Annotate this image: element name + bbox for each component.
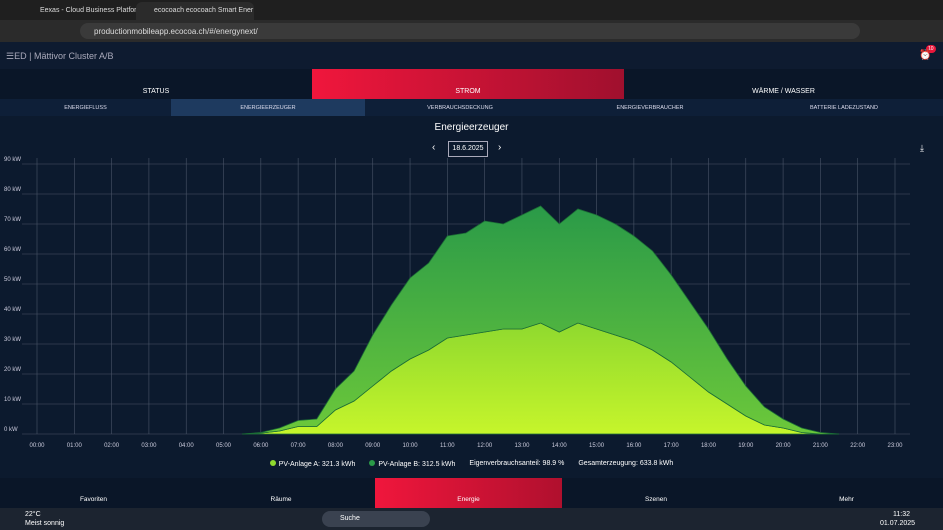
subnav-item[interactable]: ENERGIEFLUSS (0, 99, 171, 116)
search[interactable]: Suche (322, 511, 430, 527)
legend-swatch (369, 460, 376, 466)
x-tick-label: 07:00 (291, 443, 307, 449)
subnav-item[interactable]: VERBRAUCHSDECKUNG (365, 99, 555, 116)
bottom-nav-item[interactable]: Mehr (750, 478, 943, 508)
x-tick-label: 18:00 (701, 443, 717, 449)
y-tick-label: 30 kW (4, 337, 21, 343)
x-tick-label: 12:00 (477, 443, 493, 449)
nav-item[interactable]: WÄRME / WASSER (624, 69, 943, 99)
legend-item: PV-Anlage B: 312.5 kWh (369, 460, 455, 468)
legend-text: PV-Anlage A: 321.3 kWh (278, 461, 356, 468)
x-tick-label: 04:00 (179, 443, 195, 449)
x-tick-label: 11:00 (440, 443, 455, 449)
bottom-nav-item[interactable]: Favoriten (0, 478, 187, 508)
x-tick-label: 06:00 (253, 443, 269, 449)
tab[interactable]: Eexas - Cloud Business Platform (40, 7, 140, 14)
y-tick-label: 70 kW (4, 217, 21, 223)
x-tick-label: 15:00 (589, 443, 605, 449)
label: WÄRME / WASSER (752, 88, 815, 95)
y-tick-label: 20 kW (4, 367, 21, 373)
y-tick-label: 40 kW (4, 307, 21, 313)
x-tick-label: 00:00 (29, 443, 45, 449)
subnav-item[interactable]: ENERGIEVERBRAUCHER (555, 99, 745, 116)
y-tick-label: 0 kW (4, 427, 18, 433)
x-tick-label: 01:00 (67, 443, 83, 449)
y-tick-label: 80 kW (4, 187, 21, 193)
x-tick-label: 19:00 (738, 443, 754, 449)
alarm-icon[interactable]: ⏰ (919, 50, 932, 61)
label: STATUS (142, 88, 170, 95)
legend-text: PV-Anlage B: 312.5 kWh (378, 461, 456, 468)
x-tick-label: 23:00 (887, 443, 903, 449)
subnav-item[interactable]: BATTERIE LADEZUSTAND (745, 99, 943, 116)
x-tick-label: 09:00 (365, 443, 381, 449)
legend: PV-Anlage A: 321.3 kWh PV-Anlage B: 312.5… (0, 460, 943, 468)
label: STROM (455, 88, 481, 95)
chart: 0 kW 10 kW 20 kW 30 kW 40 kW 50 kW 60 kW 70 kW 8… (4, 157, 910, 449)
x-tick-label: 16:00 (626, 443, 642, 449)
x-tick-label: 21:00 (813, 443, 829, 449)
legend-text: Eigenverbrauchsanteil: 98.9 % (469, 460, 565, 467)
temp: 22°C (25, 511, 41, 518)
x-tick-label: 17:00 (664, 443, 680, 449)
legend-swatch (269, 460, 276, 466)
bottom-nav-active[interactable]: Energie (375, 478, 562, 508)
tab[interactable]: ecocoach ecocoach Smart Ener (136, 2, 254, 20)
next[interactable]: › (498, 142, 502, 153)
taskbar: 22°C Meist sonnig Suche 11:32 01.07.2025 (0, 508, 943, 530)
badge: 10 (926, 45, 936, 53)
x-tick-label: 13:00 (514, 443, 530, 449)
nav-item-active[interactable]: STROM (312, 69, 624, 99)
x-tick-label: 08:00 (328, 443, 344, 449)
y-tick-label: 50 kW (4, 277, 21, 283)
download[interactable]: ⤓ (920, 143, 924, 153)
bottom-nav-item[interactable]: Räume (187, 478, 375, 508)
chart-title: Energieerzeuger (434, 122, 509, 133)
x-tick-label: 22:00 (850, 443, 866, 449)
brand: Mättivor Cluster A/B (34, 51, 114, 61)
x-tick-label: 14:00 (552, 443, 568, 449)
y-tick-label: 10 kW (4, 397, 21, 403)
x-tick-label: 10:00 (403, 443, 419, 449)
x-tick-label: 20:00 (776, 443, 792, 449)
nav-item[interactable]: STATUS (0, 69, 312, 99)
legend-item: PV-Anlage A: 321.3 kWh (269, 460, 356, 468)
area (242, 205, 840, 435)
annotation: Eigenverbrauchsanteil: 98.9 % (469, 460, 564, 468)
prev[interactable]: ‹ (432, 142, 436, 153)
x-tick-label: 02:00 (104, 443, 120, 449)
y-tick-label: 60 kW (4, 247, 21, 253)
app-header: ☰ED | Mättivor Cluster A/B 10 ⏰ (0, 42, 943, 69)
weather: Meist sonnig (25, 520, 65, 527)
legend-text: Gesamterzeugung: 633.8 kWh (578, 460, 674, 467)
date-picker[interactable]: 18.6.2025 (448, 141, 488, 157)
time: 11:32 (893, 511, 910, 518)
date: 01.07.2025 (880, 520, 916, 527)
y-tick-label: 90 kW (4, 157, 21, 163)
annotation: Gesamterzeugung: 633.8 kWh (578, 460, 673, 468)
url[interactable]: productionmobileapp.ecocoa.ch/#/energyne… (80, 23, 860, 39)
x-tick-label: 03:00 (141, 443, 157, 449)
bottom-nav-item[interactable]: Szenen (562, 478, 750, 508)
subnav-item-active[interactable]: ENERGIEERZEUGER (171, 99, 365, 116)
x-tick-label: 05:00 (216, 443, 232, 449)
